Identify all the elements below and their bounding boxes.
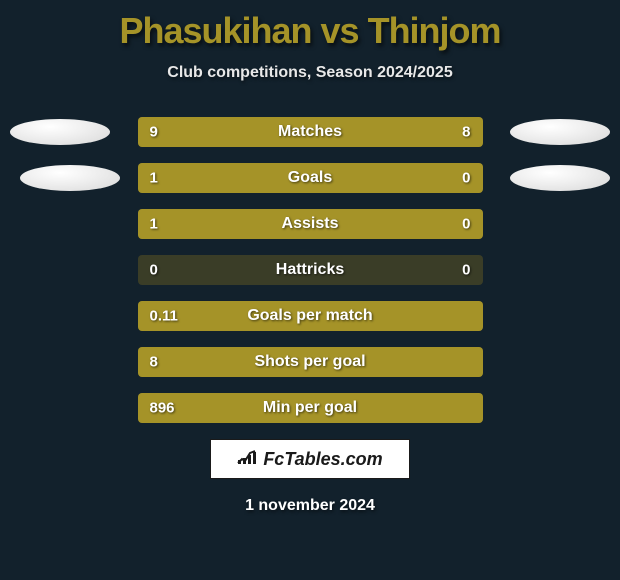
stat-value-left: 0: [150, 262, 158, 279]
stat-row-assists: 1 Assists 0: [138, 209, 483, 239]
chart-up-icon: [237, 449, 257, 470]
stat-value-right: 8: [462, 124, 470, 141]
stat-label: Shots per goal: [254, 353, 365, 371]
stat-row-goals: 1 Goals 0: [138, 163, 483, 193]
bar-fill-left: [138, 163, 400, 193]
stat-row-goals-per-match: 0.11 Goals per match: [138, 301, 483, 331]
stat-row-matches: 9 Matches 8: [138, 117, 483, 147]
stat-value-left: 896: [150, 400, 175, 417]
stat-label: Hattricks: [276, 261, 344, 279]
title-player1: Phasukihan: [119, 10, 311, 51]
stats-area: 9 Matches 8 1 Goals 0 1 Assists 0 0 Hat: [0, 117, 620, 423]
stat-value-left: 1: [150, 170, 158, 187]
stat-row-shots-per-goal: 8 Shots per goal: [138, 347, 483, 377]
stat-value-right: 0: [462, 170, 470, 187]
title-vs: vs: [321, 10, 359, 51]
player1-avatar-placeholder-top: [10, 119, 110, 145]
stat-row-hattricks: 0 Hattricks 0: [138, 255, 483, 285]
fctables-logo[interactable]: FcTables.com: [210, 439, 410, 479]
stat-label: Assists: [282, 215, 339, 233]
page-title: Phasukihan vs Thinjom: [0, 10, 620, 52]
logo-text: FcTables.com: [237, 449, 382, 470]
stat-value-left: 0.11: [150, 308, 178, 325]
stat-label: Min per goal: [263, 399, 357, 417]
stat-value-left: 1: [150, 216, 158, 233]
logo-label: FcTables.com: [263, 449, 382, 470]
player2-avatar-placeholder-bottom: [510, 165, 610, 191]
subtitle: Club competitions, Season 2024/2025: [0, 64, 620, 82]
date-text: 1 november 2024: [0, 497, 620, 515]
stat-label: Goals per match: [247, 307, 372, 325]
main-container: Phasukihan vs Thinjom Club competitions,…: [0, 0, 620, 515]
stat-row-min-per-goal: 896 Min per goal: [138, 393, 483, 423]
stat-rows: 9 Matches 8 1 Goals 0 1 Assists 0 0 Hat: [138, 117, 483, 423]
stat-value-right: 0: [462, 262, 470, 279]
title-player2: Thinjom: [368, 10, 501, 51]
stat-value-left: 9: [150, 124, 158, 141]
bar-fill-left: [138, 209, 400, 239]
player1-avatar-placeholder-bottom: [20, 165, 120, 191]
stat-value-left: 8: [150, 354, 158, 371]
stat-label: Goals: [288, 169, 332, 187]
stat-value-right: 0: [462, 216, 470, 233]
stat-label: Matches: [278, 123, 342, 141]
bar-fill-right: [320, 117, 482, 147]
player2-avatar-placeholder-top: [510, 119, 610, 145]
